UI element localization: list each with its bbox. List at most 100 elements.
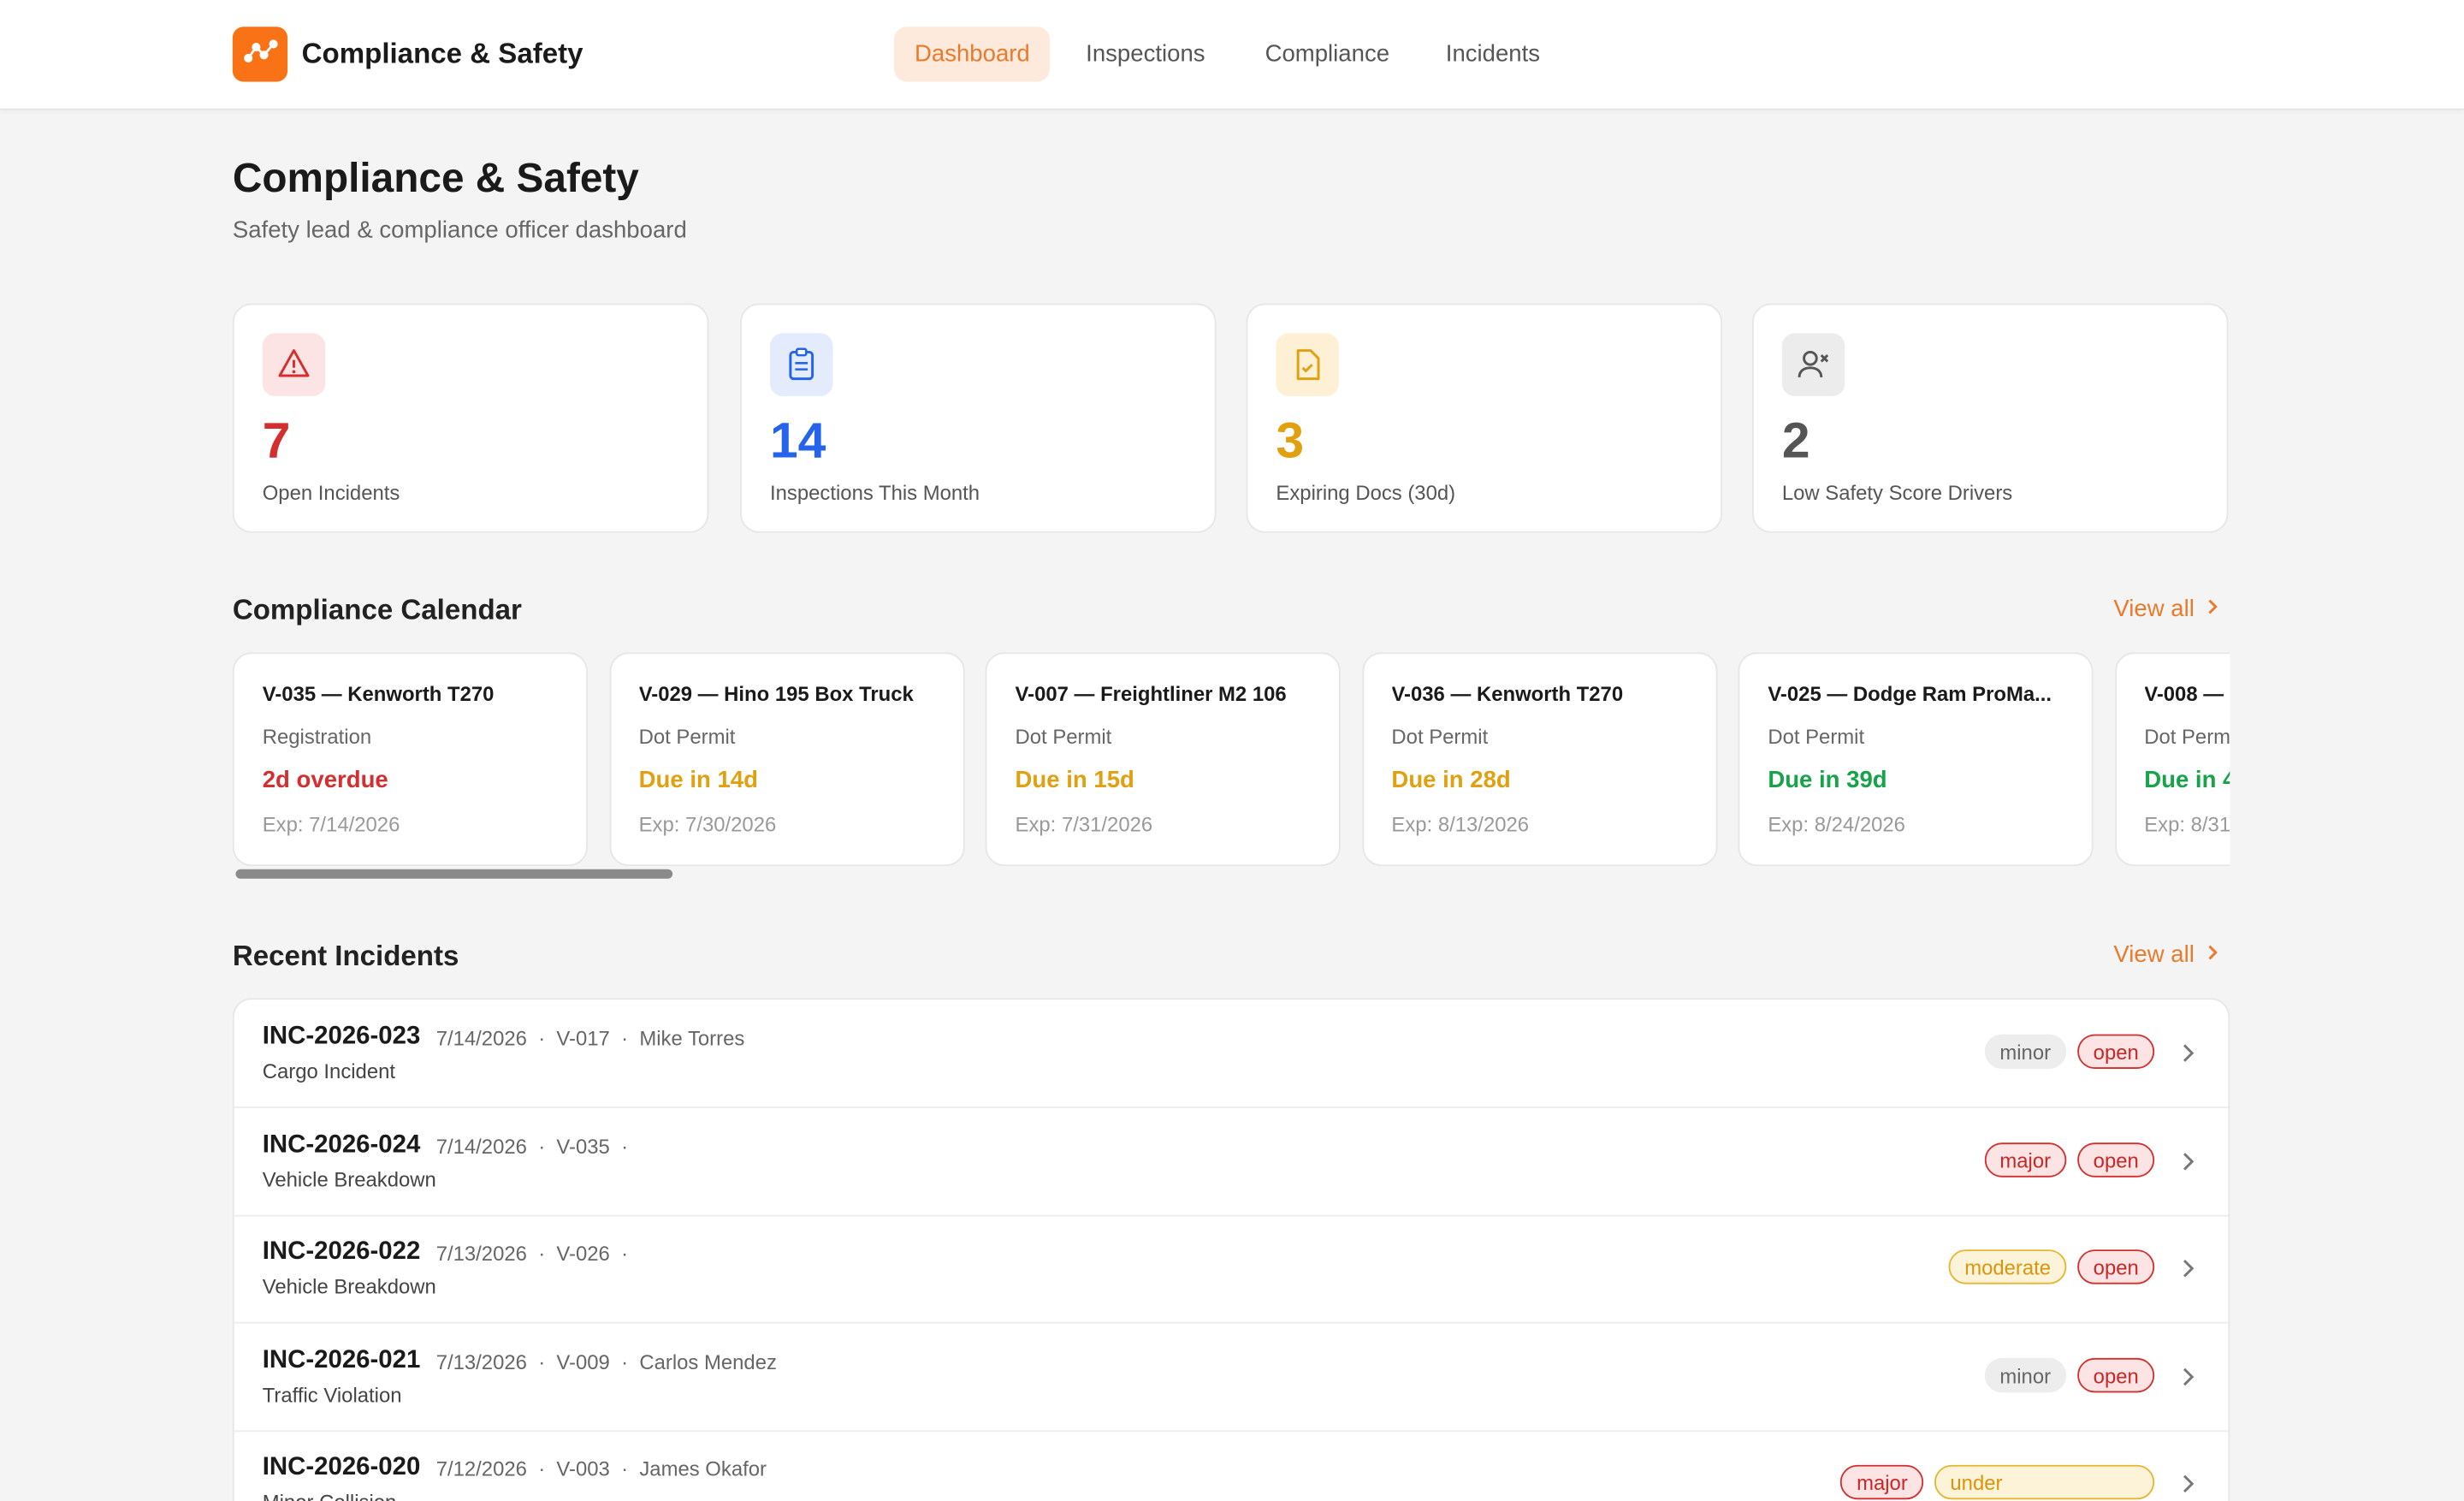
- link-text[interactable]: View all: [2113, 941, 2194, 969]
- incident-id: INC-2026-020: [262, 1453, 421, 1481]
- incident-row[interactable]: INC-2026-024 7/14/2026 · V-035 · Vehicle …: [234, 1107, 2229, 1216]
- incident-type: Minor Collision: [263, 1490, 397, 1501]
- incident-id: INC-2026-021: [262, 1346, 421, 1373]
- separator: ·: [526, 1242, 557, 1266]
- card-status: Due in 15d: [1015, 767, 1134, 794]
- separator: ·: [526, 1457, 557, 1481]
- logo[interactable]: [232, 27, 288, 82]
- badge-group: minor open: [1983, 1034, 2155, 1069]
- incident-type: Vehicle Breakdown: [262, 1274, 436, 1299]
- view-all-link[interactable]: View all: [2113, 941, 2223, 968]
- card-vehicle: V-035 — Kenworth T270: [262, 682, 495, 706]
- section-title: Compliance Calendar: [232, 594, 522, 626]
- calendar-card[interactable]: V-036 — Kenworth T270 Dot Permit Due in 28…: [1361, 652, 1717, 867]
- scrollbar[interactable]: [235, 869, 673, 879]
- incident-vehicle: V-009: [556, 1349, 610, 1373]
- incident-row[interactable]: INC-2026-023 7/14/2026 · V-017 · Mike Tor…: [234, 1000, 2229, 1108]
- stat-icon: [769, 333, 833, 396]
- nav-item[interactable]: Inspections: [1086, 40, 1205, 68]
- stat-label: Low Safety Score Drivers: [1781, 481, 2013, 505]
- row-chevron: [2181, 1257, 2196, 1287]
- icon: [1296, 349, 1320, 381]
- row-chevron: [2181, 1150, 2196, 1180]
- view-all-link[interactable]: View all: [2113, 596, 2223, 622]
- brand[interactable]: Compliance & Safety: [301, 38, 583, 69]
- section-title: Recent Incidents: [232, 940, 459, 972]
- card-doc: Dot Permit: [638, 724, 736, 749]
- separator: ·: [609, 1026, 640, 1050]
- card-doc: Dot Permit: [1015, 724, 1112, 749]
- incident-meta: 7/14/2026 · V-035 ·: [436, 1134, 640, 1158]
- stat-card: 14 Inspections This Month: [740, 303, 1217, 533]
- incident-driver: James Okafor: [639, 1457, 767, 1481]
- separator: ·: [609, 1349, 640, 1373]
- stat-value: 2: [1781, 412, 1810, 469]
- incident-type: Cargo Incident: [262, 1059, 396, 1083]
- card-doc: Dot Permit: [1391, 724, 1489, 749]
- incident-meta: 7/13/2026 · V-009 · Carlos Mendez: [436, 1350, 777, 1373]
- stat-card: 2 Low Safety Score Drivers: [1751, 303, 2229, 533]
- incident-date: 7/13/2026: [435, 1349, 527, 1373]
- logo-icon: [244, 39, 278, 63]
- separator: ·: [526, 1026, 557, 1050]
- severity-badge: minor: [1983, 1357, 2067, 1392]
- card-expiry: Exp: 7/31/2026: [1015, 812, 1153, 837]
- card-status: Due in 28d: [1391, 767, 1511, 794]
- severity-badge: major: [1840, 1464, 1924, 1500]
- stat-value: 14: [769, 412, 826, 469]
- status-badge: open: [2077, 1357, 2155, 1392]
- calendar-card[interactable]: V-025 — Dodge Ram ProMa... Dot Permit Due …: [1738, 652, 2094, 867]
- chevron: [2183, 1474, 2194, 1493]
- nav-item[interactable]: Incidents: [1445, 40, 1541, 68]
- incident-row[interactable]: INC-2026-020 7/12/2026 · V-003 · James Ok…: [234, 1430, 2229, 1501]
- incident-type: Vehicle Breakdown: [262, 1166, 436, 1191]
- incident-date: 7/14/2026: [435, 1134, 527, 1158]
- separator: ·: [526, 1134, 557, 1158]
- incident-vehicle: V-003: [556, 1457, 610, 1481]
- stat-label: Expiring Docs (30d): [1276, 481, 1456, 505]
- incident-vehicle: V-035: [556, 1134, 610, 1158]
- incident-date: 7/12/2026: [435, 1457, 527, 1481]
- link-text[interactable]: View all: [2113, 596, 2194, 623]
- card-expiry: Exp: 8/31: [2144, 812, 2230, 837]
- incident-id: INC-2026-023: [262, 1023, 421, 1050]
- row-chevron: [2181, 1365, 2196, 1395]
- badge-group: minor open: [1983, 1357, 2155, 1392]
- incident-row[interactable]: INC-2026-021 7/13/2026 · V-009 · Carlos M…: [234, 1323, 2229, 1432]
- incident-type: Traffic Violation: [262, 1382, 402, 1406]
- chevron: [2183, 1367, 2194, 1385]
- stat-card: 7 Open Incidents: [232, 303, 709, 533]
- incident-driver: Mike Torres: [639, 1026, 745, 1050]
- stat-label: Open Incidents: [262, 481, 400, 505]
- calendar-card[interactable]: V-007 — Freightliner M2 106 Dot Permit Due…: [985, 652, 1341, 867]
- card-vehicle: V-008 —: [2144, 682, 2224, 706]
- incident-meta: 7/13/2026 · V-026 ·: [436, 1242, 640, 1266]
- chevron: [2183, 1260, 2194, 1278]
- incident-row[interactable]: INC-2026-022 7/13/2026 · V-026 · Vehicle …: [234, 1215, 2229, 1324]
- nav-item[interactable]: Compliance: [1265, 40, 1390, 68]
- chevron: [2183, 1044, 2194, 1062]
- incident-date: 7/13/2026: [435, 1242, 527, 1266]
- card-status: Due in 39d: [1768, 767, 1887, 794]
- nav-item[interactable]: Dashboard: [894, 27, 1051, 82]
- stat-card: 3 Expiring Docs (30d): [1246, 303, 1723, 533]
- card-status: Due in 4: [2144, 767, 2230, 794]
- icon: [1798, 350, 1829, 377]
- card-status: Due in 14d: [638, 767, 758, 794]
- card-doc: Registration: [262, 724, 372, 749]
- card-vehicle: V-029 — Hino 195 Box Truck: [638, 682, 914, 706]
- badge-group: major under: [1840, 1464, 2155, 1500]
- status-badge: open: [2077, 1142, 2155, 1177]
- page-subtitle: Safety lead & compliance officer dashboa…: [232, 217, 687, 244]
- status-badge: open: [2077, 1034, 2155, 1069]
- calendar-card[interactable]: V-035 — Kenworth T270 Registration 2d over…: [232, 652, 588, 867]
- separator: ·: [526, 1349, 557, 1373]
- card-expiry: Exp: 7/30/2026: [638, 812, 777, 837]
- stat-icon: [262, 333, 326, 396]
- icon: [278, 349, 310, 377]
- calendar-card[interactable]: V-029 — Hino 195 Box Truck Dot Permit Due …: [608, 652, 964, 867]
- calendar-card[interactable]: V-008 — Dot Perm Due in 4 Exp: 8/31: [2114, 652, 2230, 867]
- badge-group: moderate open: [1948, 1249, 2155, 1284]
